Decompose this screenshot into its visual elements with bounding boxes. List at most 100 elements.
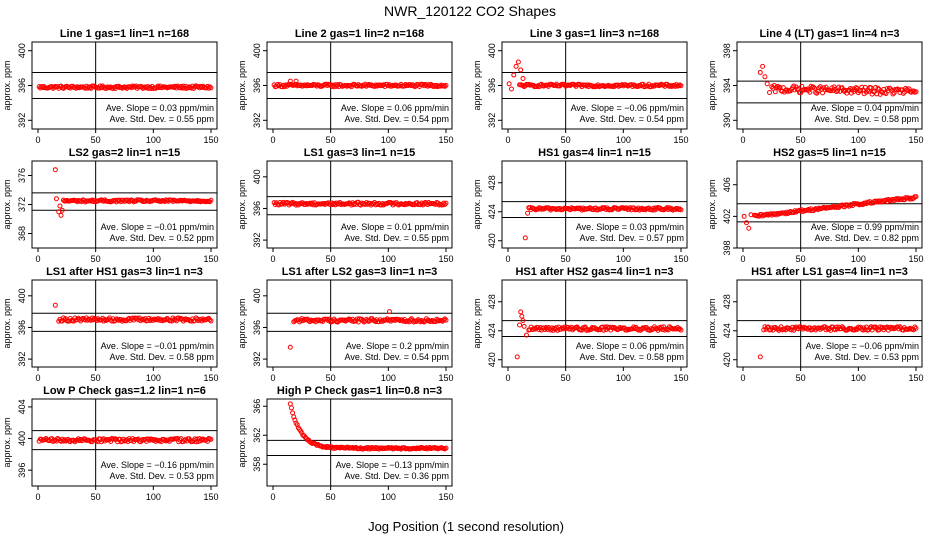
data-point bbox=[142, 198, 148, 204]
y-tick-label: 376 bbox=[17, 168, 27, 183]
y-tick-label: 400 bbox=[17, 431, 27, 446]
plot-frame bbox=[736, 279, 923, 368]
x-tick-label: 50 bbox=[796, 254, 806, 264]
data-point bbox=[118, 84, 124, 90]
data-point bbox=[127, 84, 133, 90]
std-annotation: Ave. Std. Dev. = 0.36 ppm bbox=[345, 471, 449, 481]
data-point bbox=[803, 87, 809, 93]
data-point bbox=[741, 213, 747, 219]
data-point bbox=[58, 212, 64, 218]
figure-xlabel: Jog Position (1 second resolution) bbox=[368, 519, 564, 534]
data-point bbox=[882, 90, 888, 96]
data-point bbox=[757, 69, 763, 75]
data-point bbox=[896, 196, 902, 202]
data-point bbox=[762, 324, 768, 330]
plot-frame bbox=[266, 398, 453, 487]
data-point bbox=[53, 196, 59, 202]
data-point bbox=[900, 90, 906, 96]
x-tick-label: 50 bbox=[326, 135, 336, 145]
data-point bbox=[662, 327, 668, 333]
x-tick-label: 50 bbox=[91, 254, 101, 264]
data-point bbox=[428, 318, 434, 324]
chart-panel: HS1 after HS2 gas=4 lin=1 n=3 approx. ppm… bbox=[472, 266, 689, 383]
y-tick-label: 424 bbox=[722, 323, 732, 338]
y-tick-label: 396 bbox=[17, 320, 27, 335]
y-tick-label: 396 bbox=[487, 78, 497, 93]
plot-frame bbox=[501, 160, 688, 249]
panel-title: Low P Check gas=1.2 lin=1 n=6 bbox=[43, 385, 206, 397]
data-point bbox=[513, 63, 519, 69]
chart-panel: LS1 after HS1 gas=3 lin=1 n=3 approx. ppm… bbox=[2, 266, 219, 383]
data-point bbox=[427, 444, 433, 450]
data-point bbox=[810, 84, 816, 90]
std-annotation: Ave. Std. Dev. = 0.53 ppm bbox=[110, 471, 214, 481]
y-tick-label: 368 bbox=[17, 226, 27, 241]
data-point bbox=[506, 81, 512, 87]
data-point bbox=[442, 316, 448, 322]
slope-annotation: Ave. Slope = 0.2 ppm/min bbox=[346, 341, 449, 351]
x-tick-label: 100 bbox=[616, 254, 631, 264]
y-tick-label: 396 bbox=[17, 463, 27, 478]
data-point bbox=[443, 200, 449, 206]
data-point bbox=[527, 327, 533, 333]
y-tick-label: 424 bbox=[487, 204, 497, 219]
x-tick-label: 100 bbox=[381, 135, 396, 145]
data-point bbox=[518, 309, 524, 315]
chart-panel: LS2 gas=2 lin=1 n=15 approx. ppm 368 372 376… bbox=[2, 147, 219, 264]
x-tick-label: 50 bbox=[91, 492, 101, 502]
data-point bbox=[73, 198, 79, 204]
data-point bbox=[530, 326, 536, 332]
x-tick-label: 150 bbox=[673, 254, 688, 264]
x-tick-label: 100 bbox=[851, 135, 866, 145]
data-point bbox=[890, 325, 896, 331]
panel-title: Line 1 gas=1 lin=1 n=168 bbox=[60, 28, 189, 40]
std-annotation: Ave. Std. Dev. = 0.55 ppm bbox=[345, 233, 449, 243]
y-axis-label: approx. ppm bbox=[707, 60, 717, 110]
data-point bbox=[208, 318, 214, 324]
data-point bbox=[300, 83, 306, 89]
data-point bbox=[207, 84, 213, 90]
data-point bbox=[866, 200, 872, 206]
x-tick-label: 0 bbox=[35, 254, 40, 264]
x-tick-label: 0 bbox=[270, 135, 275, 145]
data-point bbox=[859, 84, 865, 90]
panel-title: HS1 gas=4 lin=1 n=15 bbox=[538, 147, 651, 159]
data-point bbox=[298, 82, 304, 88]
data-point bbox=[868, 85, 874, 91]
data-point bbox=[423, 200, 429, 206]
x-tick-label: 150 bbox=[438, 492, 453, 502]
std-annotation: Ave. Std. Dev. = 0.58 ppm bbox=[815, 114, 919, 124]
x-tick-label: 0 bbox=[270, 254, 275, 264]
data-point bbox=[600, 324, 606, 330]
y-tick-label: 392 bbox=[252, 352, 262, 367]
data-point bbox=[52, 302, 58, 308]
y-axis-label: approx. ppm bbox=[237, 60, 247, 110]
data-point bbox=[746, 225, 752, 231]
data-point bbox=[385, 83, 391, 89]
data-point bbox=[287, 401, 293, 407]
y-tick-label: 392 bbox=[17, 352, 27, 367]
data-point bbox=[57, 203, 63, 209]
chart-panel: HS2 gas=5 lin=1 n=15 approx. ppm 398 402 406… bbox=[707, 147, 924, 264]
plot-frame bbox=[31, 279, 218, 368]
data-point bbox=[877, 324, 883, 330]
x-tick-label: 50 bbox=[561, 135, 571, 145]
data-point bbox=[60, 197, 66, 203]
y-tick-label: 396 bbox=[252, 201, 262, 216]
data-point bbox=[906, 86, 912, 92]
chart-panel: LS1 after LS2 gas=3 lin=1 n=3 approx. ppm… bbox=[237, 266, 454, 383]
data-point bbox=[193, 439, 199, 445]
y-tick-label: 390 bbox=[722, 113, 732, 128]
data-point bbox=[336, 201, 342, 207]
data-point bbox=[551, 325, 557, 331]
y-tick-label: 400 bbox=[487, 43, 497, 58]
x-tick-label: 100 bbox=[851, 254, 866, 264]
data-point bbox=[208, 85, 214, 91]
data-point bbox=[843, 87, 849, 93]
x-tick-label: 0 bbox=[740, 135, 745, 145]
x-tick-label: 0 bbox=[505, 135, 510, 145]
panel-title: Line 4 (LT) gas=1 lin=4 n=3 bbox=[759, 28, 899, 40]
panel-title: LS1 gas=3 lin=1 n=15 bbox=[304, 147, 416, 159]
data-point bbox=[519, 313, 525, 319]
